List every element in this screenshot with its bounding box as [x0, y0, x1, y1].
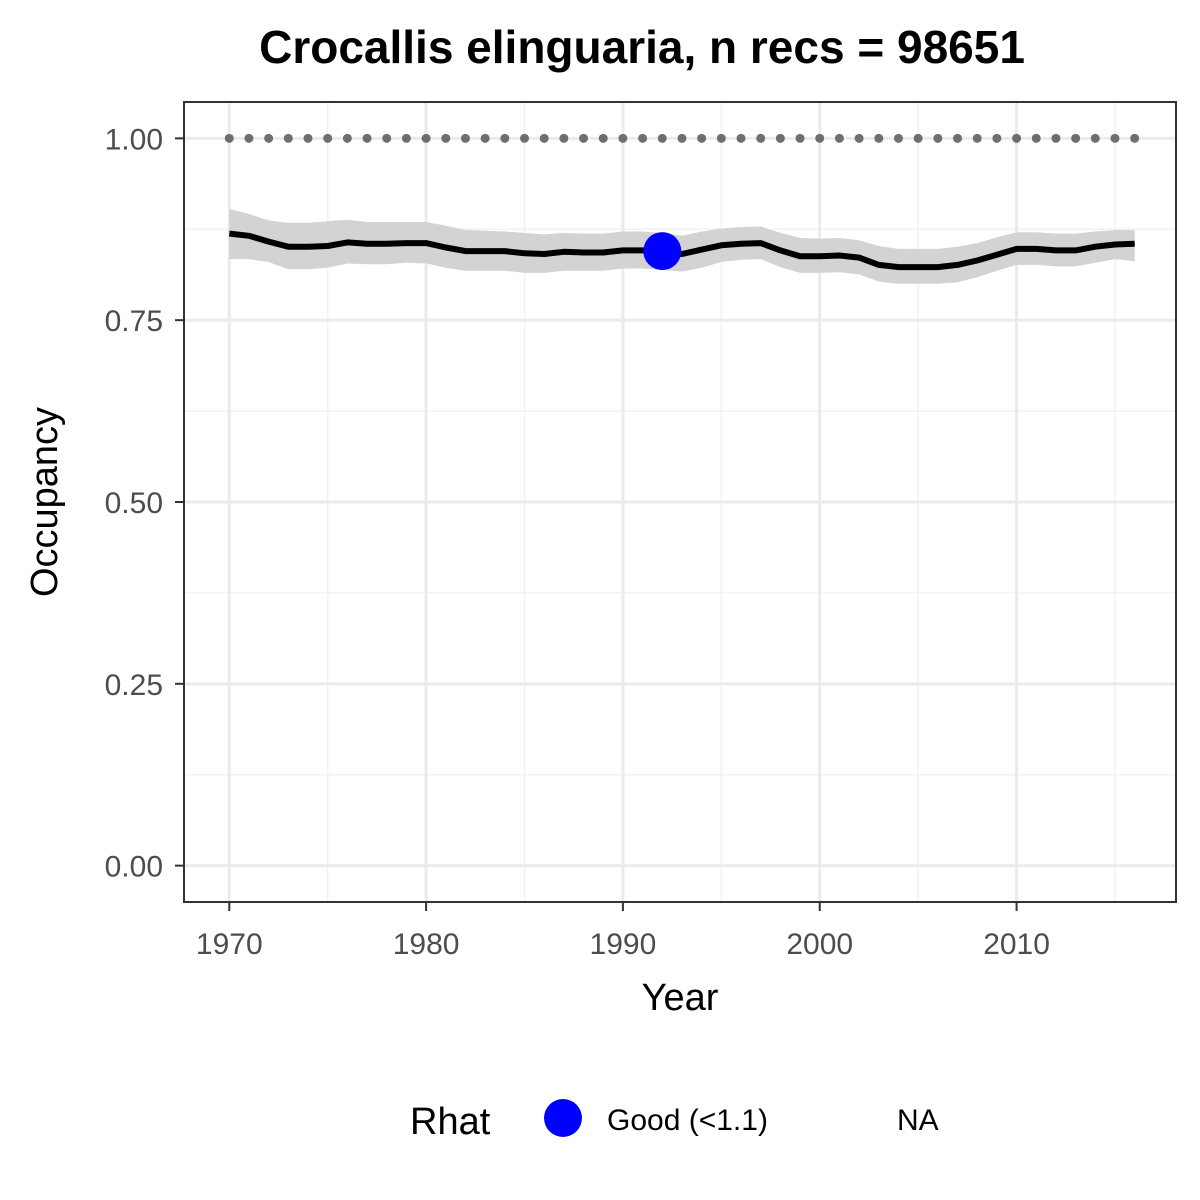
reference-dot [1031, 133, 1041, 143]
x-tick-label: 1990 [590, 928, 657, 961]
reference-dot [520, 133, 530, 143]
reference-dot [1071, 133, 1081, 143]
reference-dot [874, 133, 884, 143]
y-tick-label: 0.00 [105, 851, 163, 884]
reference-dot [264, 133, 274, 143]
reference-dot [736, 133, 746, 143]
x-tick-label: 1980 [393, 928, 460, 961]
reference-dot [244, 133, 254, 143]
y-tick-label: 0.75 [105, 305, 163, 338]
reference-dot [834, 133, 844, 143]
reference-dot [401, 133, 411, 143]
reference-dot [441, 133, 451, 143]
reference-dot [893, 133, 903, 143]
reference-dot [697, 133, 707, 143]
reference-dot [1130, 133, 1140, 143]
reference-dot [382, 133, 392, 143]
legend: Rhat Good (<1.1) NA [410, 1099, 939, 1143]
legend-label-na: NA [897, 1104, 939, 1137]
trend-line-path [228, 230, 1135, 271]
reference-dot [283, 133, 293, 143]
reference-dot [559, 133, 569, 143]
reference-dot [953, 133, 963, 143]
reference-dot [480, 133, 490, 143]
reference-dot [539, 133, 549, 143]
chart-title: Crocallis elinguaria, n recs = 98651 [259, 21, 1025, 73]
reference-dot [992, 133, 1002, 143]
reference-dot [913, 133, 923, 143]
reference-dot [657, 133, 667, 143]
legend-title: Rhat [410, 1101, 491, 1143]
reference-dot [342, 133, 352, 143]
reference-dot [815, 133, 825, 143]
reference-dot [775, 133, 785, 143]
occupancy-trend-line [228, 230, 1135, 271]
reference-dot [1090, 133, 1100, 143]
reference-dot [716, 133, 726, 143]
rhat-points [643, 232, 682, 271]
reference-dot [362, 133, 372, 143]
reference-dotted-line [224, 133, 1140, 143]
reference-dot [677, 133, 687, 143]
x-tick-label: 2010 [983, 928, 1050, 961]
major-gridlines [184, 102, 1176, 902]
y-axis: 0.00 0.25 0.50 0.75 1.00 [105, 123, 184, 884]
reference-dot [1051, 133, 1061, 143]
x-tick-label: 2000 [786, 928, 853, 961]
y-axis-title: Occupancy [24, 407, 66, 597]
y-tick-label: 0.50 [105, 487, 163, 520]
reference-dot [224, 133, 234, 143]
legend-marker-good [544, 1099, 582, 1137]
x-axis: 1970 1980 1990 2000 2010 [196, 902, 1050, 961]
reference-dot [638, 133, 648, 143]
reference-dot [756, 133, 766, 143]
x-axis-title: Year [642, 977, 719, 1019]
reference-dot [854, 133, 864, 143]
reference-dot [795, 133, 805, 143]
reference-dot [1110, 133, 1120, 143]
reference-dot [598, 133, 608, 143]
reference-dot [1012, 133, 1022, 143]
reference-dot [618, 133, 628, 143]
y-tick-label: 1.00 [105, 123, 163, 156]
reference-dot [972, 133, 982, 143]
reference-dot [933, 133, 943, 143]
reference-dot [421, 133, 431, 143]
reference-dot [303, 133, 313, 143]
y-tick-label: 0.25 [105, 669, 163, 702]
legend-label-good: Good (<1.1) [607, 1104, 768, 1137]
rhat-point-good [643, 232, 682, 271]
reference-dot [323, 133, 333, 143]
reference-dot [460, 133, 470, 143]
x-tick-label: 1970 [196, 928, 263, 961]
reference-dot [579, 133, 589, 143]
reference-dot [500, 133, 510, 143]
